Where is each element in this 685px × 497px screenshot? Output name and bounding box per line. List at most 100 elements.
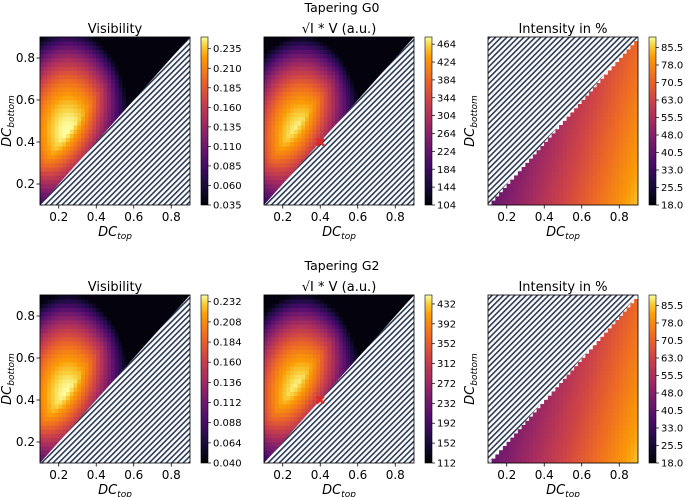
heatmap-cell (282, 429, 287, 434)
heatmap-cell (589, 458, 594, 464)
heatmap-cell (77, 116, 82, 122)
heatmap-cell (316, 294, 321, 300)
heatmap-cell (293, 146, 299, 151)
heatmap-cell (69, 137, 75, 143)
heatmap-cell (290, 416, 295, 422)
heatmap-cell (600, 366, 605, 371)
heatmap-cell (39, 45, 45, 50)
heatmap-cell (365, 336, 370, 342)
heatmap-cell (114, 104, 120, 109)
heatmap-cell (88, 104, 93, 109)
heatmap-cell (103, 78, 108, 84)
heatmap-cell (350, 353, 355, 359)
heatmap-cell (51, 357, 56, 363)
heatmap-cell (529, 420, 534, 426)
heatmap-cell (376, 320, 381, 325)
heatmap-cell (137, 328, 142, 334)
heatmap-cell (630, 99, 635, 105)
heatmap-cell (559, 441, 564, 447)
heatmap-cell (365, 62, 370, 67)
colorbar-tick-label: 224 (437, 147, 456, 158)
heatmap-cell (604, 125, 609, 130)
heatmap-cell (342, 70, 347, 76)
heatmap-cell (585, 357, 590, 363)
heatmap-cell (77, 120, 82, 126)
heatmap-cell (361, 303, 366, 308)
heatmap-cell (331, 120, 336, 126)
heatmap-cell (338, 99, 344, 105)
heatmap-cell (297, 332, 302, 338)
colorbar-tick-label: 0.135 (213, 122, 242, 133)
heatmap-cell (58, 391, 63, 397)
heatmap-cell (506, 446, 511, 451)
heatmap-cell (559, 433, 564, 439)
heatmap-cell (566, 433, 571, 439)
heatmap-cell (622, 66, 628, 71)
hatched-masked-region (40, 295, 190, 463)
heatmap-cell (69, 112, 75, 118)
heatmap-cell (73, 41, 78, 46)
heatmap-cell (596, 420, 601, 426)
heatmap-cell (305, 150, 310, 155)
heatmap-cell (619, 133, 624, 139)
heatmap-cell (320, 41, 325, 46)
heatmap-cell (323, 36, 329, 42)
heatmap-cell (335, 41, 340, 46)
heatmap-cell (58, 57, 63, 63)
heatmap-cell (54, 108, 60, 113)
heatmap-cell (77, 345, 82, 350)
heatmap-cell (562, 183, 568, 189)
heatmap-cell (114, 112, 120, 118)
heatmap-cell (316, 370, 321, 376)
heatmap-cell (305, 332, 310, 338)
heatmap-cell (267, 320, 272, 325)
heatmap-cell (615, 171, 620, 176)
heatmap-cell (626, 320, 631, 325)
heatmap-cell (514, 179, 519, 185)
heatmap-cell (111, 53, 116, 59)
heatmap-cell (51, 179, 56, 185)
heatmap-cell (47, 183, 52, 189)
heatmap-cell (126, 294, 131, 300)
heatmap-cell (596, 353, 601, 359)
heatmap-cell (267, 91, 272, 97)
heatmap-cell (263, 45, 269, 50)
heatmap-cell (263, 336, 269, 342)
heatmap-cell (626, 188, 631, 193)
heatmap-cell (51, 137, 56, 143)
heatmap-cell (54, 328, 60, 334)
heatmap-cell (159, 320, 165, 325)
heatmap-cell (626, 307, 631, 313)
heatmap-cell (47, 374, 52, 380)
heatmap-cell (596, 192, 601, 197)
heatmap-cell (604, 99, 609, 105)
heatmap-cell (263, 429, 269, 434)
heatmap-cell (619, 200, 624, 206)
heatmap-cell (544, 441, 549, 447)
heatmap-cell (540, 192, 545, 197)
heatmap-cell (293, 120, 299, 126)
heatmap-cell (81, 36, 86, 42)
heatmap-cell (562, 146, 568, 151)
heatmap-cell (88, 383, 93, 388)
heatmap-cell (555, 450, 560, 455)
heatmap-cell (559, 454, 564, 460)
heatmap-cell (562, 425, 568, 430)
heatmap-cell (293, 332, 299, 338)
heatmap-cell (282, 341, 287, 346)
heatmap-cell (141, 299, 146, 304)
heatmap-cell (92, 62, 97, 67)
heatmap-cell (566, 158, 571, 164)
heatmap-cell (342, 62, 347, 67)
colorbar-tick-label: 0.112 (213, 398, 242, 409)
heatmap-cell (577, 175, 583, 181)
heatmap-cell (297, 294, 302, 300)
heatmap-cell (502, 200, 508, 206)
optimum-marker (315, 395, 325, 405)
heatmap-cell (320, 357, 325, 363)
heatmap-cell (77, 378, 82, 384)
heatmap-cell (66, 62, 71, 67)
heatmap-cell (585, 362, 590, 367)
heatmap-cell (604, 196, 609, 202)
heatmap-cell (267, 399, 272, 405)
